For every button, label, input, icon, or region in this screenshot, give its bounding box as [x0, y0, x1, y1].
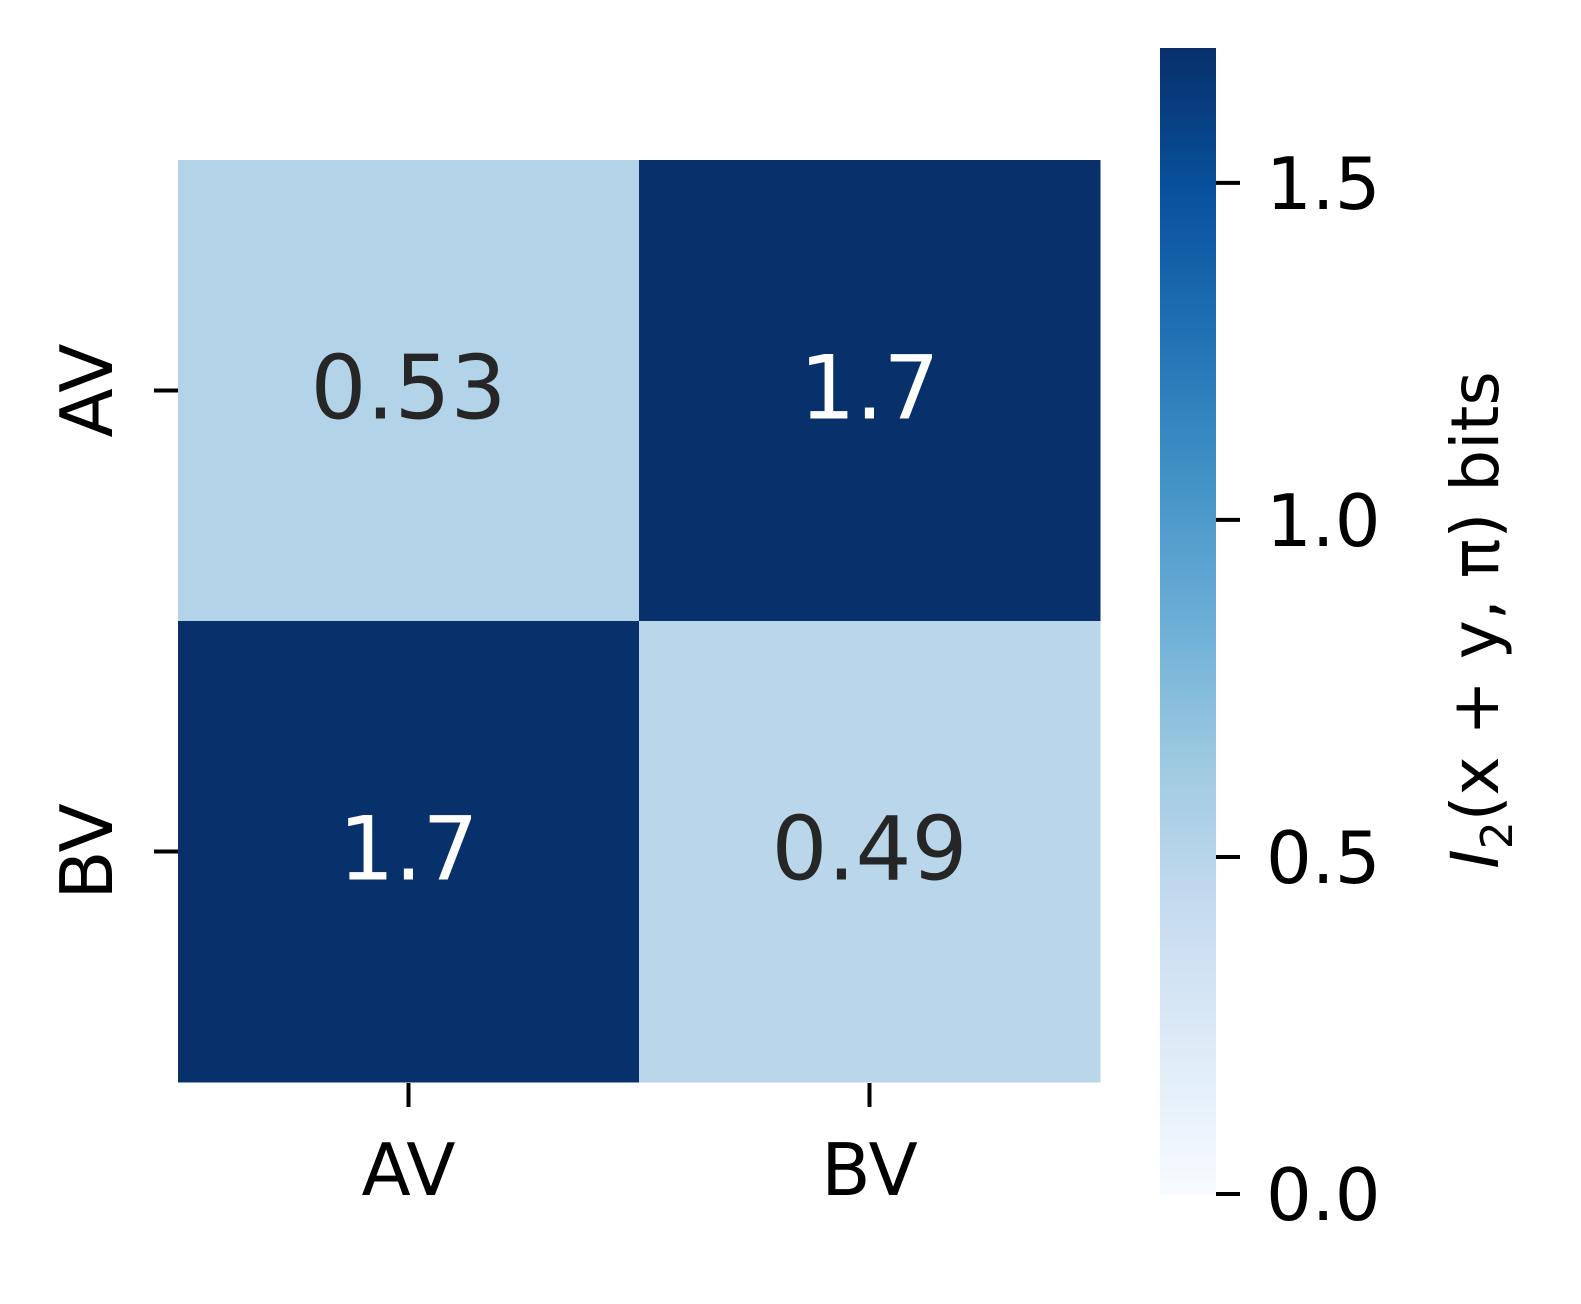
x-tick-label: BV: [821, 1128, 917, 1212]
cell-value-label: 0.49: [772, 798, 968, 901]
colorbar-tick-label: 0.5: [1266, 816, 1381, 900]
colorbar-ticks: 0.0 0.5 1.0 1.5: [1216, 142, 1381, 1237]
heatmap-cell-labels: 0.53 1.7 1.7 0.49: [311, 337, 968, 901]
colorbar-tick-label: 0.0: [1266, 1153, 1381, 1237]
x-axis: AV BV: [362, 1083, 918, 1212]
y-tick-label: BV: [45, 803, 129, 899]
heatmap-cells: [178, 160, 1101, 1083]
x-tick-label: AV: [362, 1128, 456, 1212]
heatmap-cell: [178, 621, 640, 1083]
heatmap-cell: [178, 160, 640, 622]
y-axis: AV BV: [45, 344, 178, 900]
colorbar-tick-label: 1.0: [1266, 479, 1381, 563]
colorbar-tick-label: 1.5: [1266, 142, 1381, 226]
cell-value-label: 0.53: [311, 337, 507, 440]
colorbar-label-subscript: 2: [1472, 821, 1523, 849]
cell-value-label: 1.7: [800, 337, 940, 440]
colorbar-label: I2(x + y, π) bits: [1437, 371, 1523, 869]
colorbar: [1160, 48, 1216, 1194]
y-tick-label: AV: [45, 344, 129, 438]
cell-value-label: 1.7: [339, 798, 479, 901]
colorbar-label-expression: (x + y, π) bits: [1437, 371, 1514, 821]
heatmap-cell: [639, 160, 1101, 622]
heatmap-cell: [639, 621, 1101, 1083]
colorbar-label-symbol: I: [1437, 849, 1514, 868]
